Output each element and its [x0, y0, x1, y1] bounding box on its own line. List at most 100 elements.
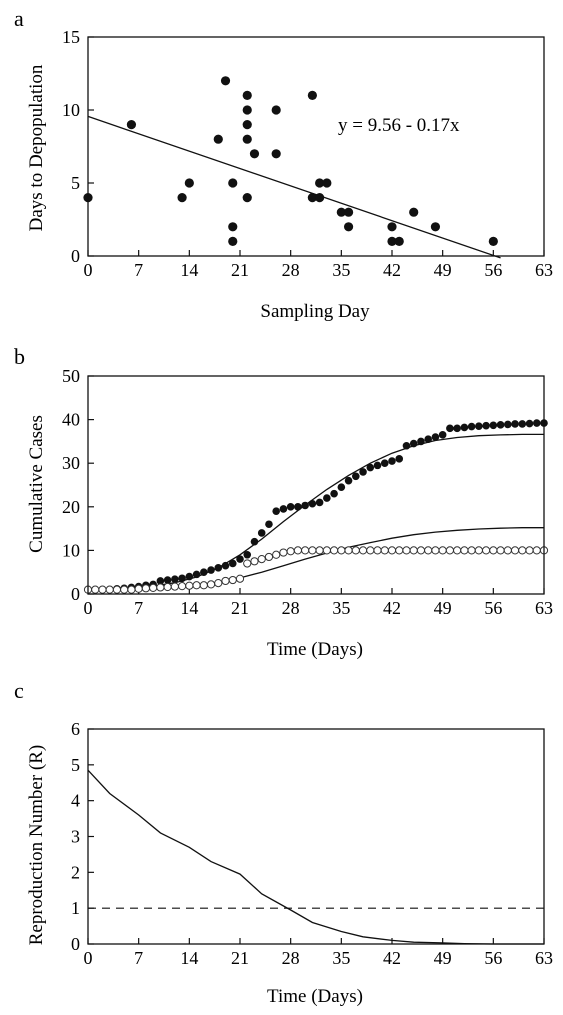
panel-letter: a: [14, 6, 24, 31]
data-point-open: [453, 546, 462, 555]
data-point-filled: [424, 435, 432, 444]
data-point: [126, 120, 137, 130]
data-point: [242, 105, 252, 115]
y-tick-label: 5: [71, 755, 80, 775]
y-tick-label: 50: [62, 366, 80, 386]
data-point-open: [250, 557, 259, 566]
data-point: [387, 236, 397, 246]
data-point: [228, 178, 238, 188]
data-point-open: [344, 546, 353, 555]
data-point-open: [402, 546, 411, 555]
data-point-open: [445, 546, 455, 555]
data-point-filled: [163, 576, 172, 584]
data-point: [387, 222, 397, 232]
data-point-open: [481, 546, 491, 555]
data-point-filled: [532, 419, 541, 427]
regression-line: [87, 115, 501, 259]
data-point: [184, 178, 194, 188]
x-tick-label: 21: [231, 260, 249, 280]
data-point-open: [460, 546, 469, 555]
data-point: [343, 222, 354, 232]
panel-letter: c: [14, 678, 24, 703]
y-tick-label: 5: [71, 173, 80, 193]
data-point-filled: [344, 476, 353, 485]
data-point-filled: [330, 489, 338, 498]
data-point-open: [438, 546, 447, 555]
data-points: [83, 76, 498, 246]
plot-frame: [87, 36, 545, 257]
x-tick-label: 7: [134, 948, 143, 968]
data-point-filled: [178, 574, 186, 583]
data-point-open: [221, 576, 230, 586]
data-point: [394, 236, 404, 246]
data-point-filled: [337, 483, 346, 491]
panel-b: b 0 7 14 21 28 35 42 49 56 63 0 10 20 30 40 50 Time (Da…: [14, 344, 553, 660]
data-point-filled: [156, 577, 165, 585]
data-point: [242, 90, 252, 100]
x-tick-label: 0: [84, 948, 93, 968]
x-tick-label: 28: [282, 948, 300, 968]
data-point: [242, 120, 252, 130]
x-tick-label: 42: [383, 598, 401, 618]
data-point-open: [149, 583, 158, 592]
data-point-open: [474, 546, 483, 555]
data-point-filled: [460, 423, 469, 432]
x-tick-label: 28: [282, 260, 300, 280]
x-tick-label: 21: [231, 598, 249, 618]
data-point-filled: [214, 564, 223, 572]
data-point-open: [127, 585, 136, 594]
data-point-open: [293, 546, 303, 555]
data-point-open: [322, 546, 331, 555]
data-point: [343, 207, 354, 217]
x-tick-label: 28: [282, 598, 300, 618]
x-tick-label: 35: [332, 598, 350, 618]
y-tick-label: 0: [71, 934, 80, 954]
y-tick-label: 40: [62, 410, 80, 430]
data-point-open: [177, 582, 187, 591]
data-point: [242, 193, 252, 203]
data-point-open: [351, 546, 360, 555]
x-tick-label: 35: [332, 260, 350, 280]
tick-marks: [87, 728, 545, 945]
data-point-filled: [366, 463, 375, 472]
data-point-open: [192, 581, 201, 590]
x-tick-label: 35: [332, 948, 350, 968]
data-point-open: [257, 555, 266, 564]
panel-a: a 0 7 14 21 28 35 42 49 56 63 0 5 10 15 y = 9.56 - 0.…: [14, 6, 553, 322]
data-point-open: [510, 546, 520, 555]
data-point-open: [214, 579, 223, 588]
data-point-open: [199, 581, 208, 590]
x-tick-label: 49: [434, 260, 452, 280]
data-point: [488, 236, 498, 246]
data-point: [322, 178, 332, 188]
x-tick-label: 7: [134, 260, 143, 280]
data-point-open: [264, 552, 274, 562]
data-point: [409, 207, 419, 217]
data-point-open: [134, 584, 143, 593]
x-tick-label: 63: [535, 948, 553, 968]
data-point-open: [518, 546, 527, 555]
x-tick-label: 0: [84, 260, 93, 280]
data-point-filled: [395, 455, 404, 463]
data-point-filled: [417, 437, 425, 446]
data-point-open: [366, 546, 375, 555]
data-point-filled: [518, 420, 527, 428]
data-point-open: [308, 546, 317, 555]
series-lines: [87, 769, 544, 945]
data-point-filled: [250, 537, 259, 546]
x-tick-label: 63: [535, 260, 553, 280]
data-point-filled: [431, 433, 440, 441]
data-point-open: [279, 548, 288, 557]
data-point-open: [235, 574, 245, 583]
data-point: [315, 178, 325, 188]
y-tick-label: 15: [62, 27, 80, 47]
data-point: [315, 193, 325, 203]
data-point-filled: [409, 439, 418, 448]
data-point-filled: [294, 503, 302, 511]
data-point: [307, 90, 317, 100]
y-tick-label: 6: [71, 719, 80, 739]
data-point: [228, 236, 238, 246]
